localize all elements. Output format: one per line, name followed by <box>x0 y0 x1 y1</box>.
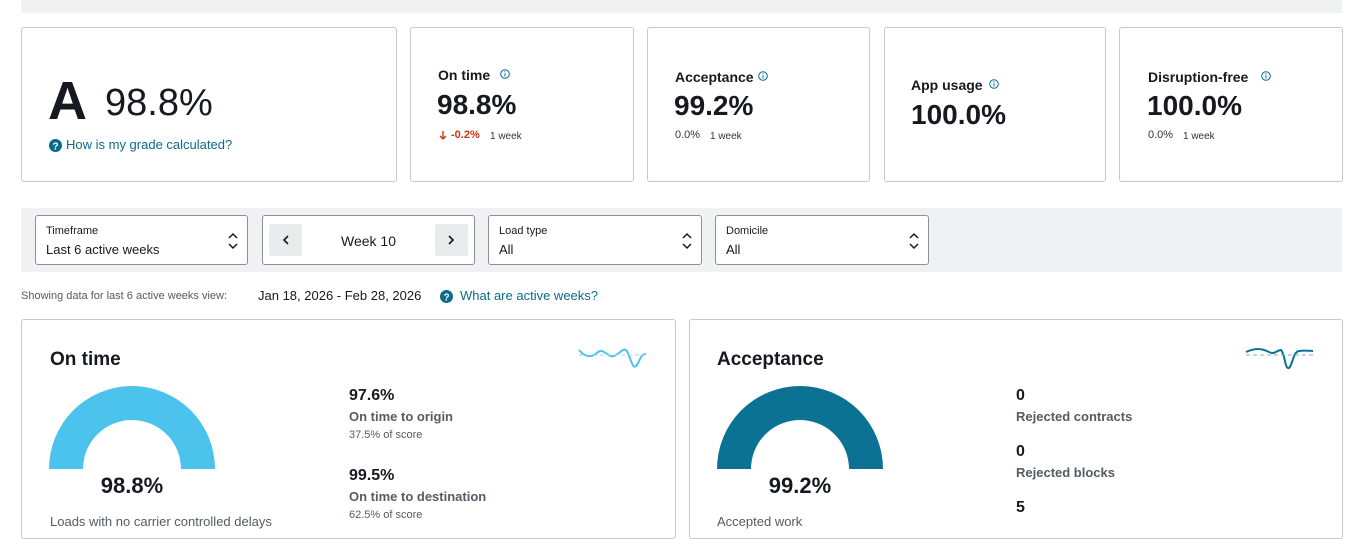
page: A 98.8% ? How is my grade calculated? On… <box>21 0 1343 539</box>
metric-value: 98.8% <box>437 89 517 120</box>
metric-change: -0.2% <box>451 129 480 141</box>
gauge-value: 98.8% <box>100 473 164 498</box>
help-icon: ? <box>440 290 453 304</box>
stat-value: 5 <box>1016 499 1025 516</box>
gauge-value: 99.2% <box>768 473 832 498</box>
metric-card <box>410 27 634 182</box>
stat-label: Rejected blocks <box>1016 465 1115 480</box>
metric-value: 100.0% <box>1147 90 1242 121</box>
stat-label: Rejected contracts <box>1016 409 1133 424</box>
info-icon[interactable] <box>989 79 999 89</box>
prev-week-button[interactable] <box>269 224 302 256</box>
dropdown-value: All <box>726 242 741 257</box>
chevron-right <box>448 235 455 245</box>
gauge <box>717 386 883 469</box>
dropdown-caret <box>682 232 692 250</box>
info-icon[interactable] <box>500 69 510 79</box>
date-range-prefix: Showing data for last 6 active weeks vie… <box>21 290 228 302</box>
gauge <box>49 386 215 469</box>
dropdown-caret <box>909 232 919 250</box>
acceptance-panel <box>689 319 1343 539</box>
next-week-button[interactable] <box>435 224 468 256</box>
top-bar <box>21 0 1342 13</box>
sparkline-icon <box>1245 348 1314 370</box>
metric-period: 1 week <box>1183 131 1215 142</box>
stat-label: On time to destination <box>349 489 487 504</box>
help-icon: ? <box>49 139 62 153</box>
stat-note: 37.5% of score <box>349 429 423 441</box>
on-time-panel <box>21 319 676 539</box>
dropdown-value: Last 6 active weeks <box>46 242 160 257</box>
metric-period: 1 week <box>490 131 522 142</box>
metric-change: 0.0% <box>675 129 701 141</box>
stat-value: 99.5% <box>349 467 395 484</box>
grade-letter: A <box>48 71 87 131</box>
sparkline-icon <box>578 348 647 368</box>
dropdown-label: Domicile <box>726 225 769 237</box>
svg-text:?: ? <box>443 293 449 304</box>
week-navigator: Week 10 <box>262 215 475 265</box>
info-icon[interactable] <box>1261 71 1271 81</box>
stat-value: 0 <box>1016 387 1025 404</box>
date-range: Jan 18, 2026 - Feb 28, 2026 <box>258 288 422 303</box>
stat-label: On time to origin <box>349 409 453 424</box>
panel-title: Acceptance <box>717 349 824 370</box>
metric-label: On time <box>438 67 491 83</box>
metric-value: 100.0% <box>911 99 1006 130</box>
metric-label: Disruption-free <box>1148 69 1249 85</box>
stat-value: 97.6% <box>349 387 395 404</box>
metric-card <box>1119 27 1343 182</box>
metric-value: 99.2% <box>674 90 754 121</box>
week-label: Week 10 <box>341 233 396 249</box>
svg-text:?: ? <box>52 142 58 153</box>
metric-period: 1 week <box>710 131 742 142</box>
dropdown-label: Timeframe <box>46 225 99 237</box>
load-type-dropdown[interactable]: Load type All <box>488 215 702 265</box>
metric-card <box>884 27 1106 182</box>
chevron-left <box>282 235 289 245</box>
metric-label: App usage <box>911 77 983 93</box>
metric-label: Acceptance <box>675 69 754 85</box>
grade-link[interactable]: How is my grade calculated? <box>66 137 233 152</box>
dropdown-caret <box>228 232 238 250</box>
dropdown-value: All <box>499 242 514 257</box>
grade-score: 98.8% <box>105 82 213 124</box>
info-icon[interactable] <box>758 71 768 81</box>
down-arrow <box>439 131 447 140</box>
metric-change: 0.0% <box>1148 129 1174 141</box>
stat-note: 62.5% of score <box>349 509 423 521</box>
stat-value: 0 <box>1016 443 1025 460</box>
domicile-dropdown[interactable]: Domicile All <box>715 215 929 265</box>
active-weeks-link[interactable]: What are active weeks? <box>460 288 599 303</box>
grade-card <box>21 27 397 182</box>
timeframe-dropdown[interactable]: Timeframe Last 6 active weeks <box>35 215 248 265</box>
dropdown-label: Load type <box>499 225 548 237</box>
metric-card <box>647 27 870 182</box>
panel-title: On time <box>50 349 121 370</box>
